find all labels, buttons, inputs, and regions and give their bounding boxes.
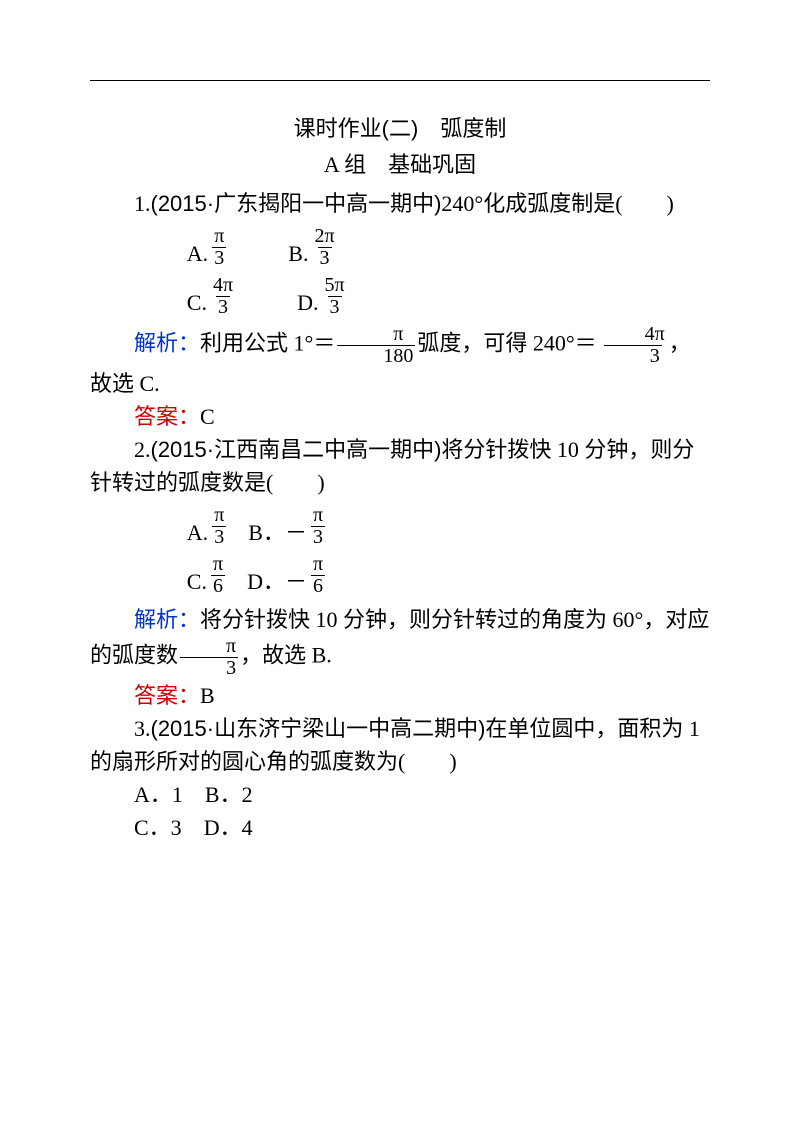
q1-options-row2: C. 4π 3 D. 5π 3	[187, 275, 710, 318]
q2-number: 2.	[134, 437, 151, 462]
fraction-icon: π180	[335, 324, 417, 367]
q1-source: (2015·广东揭阳一中高一期中)	[151, 191, 442, 216]
fraction-icon: π 3	[311, 505, 325, 548]
q2-stem: 2.(2015·江西南昌二中高一期中)将分针拨快 10 分钟，则分针转过的弧度数…	[90, 433, 710, 499]
analysis-label: 解析：	[134, 331, 200, 356]
q2-option-d: D．－ π 6	[247, 554, 327, 597]
q1-option-a: A. π 3	[187, 226, 229, 269]
fraction-icon: 4π 3	[211, 275, 235, 318]
answer-value: B	[200, 683, 215, 708]
q2-options-row1: A. π 3 B．－ π 3	[187, 505, 710, 548]
frac-num: π	[311, 505, 325, 526]
frac-num: π	[212, 226, 226, 247]
q1-option-b: B. 2π 3	[288, 226, 338, 269]
frac-num: π	[211, 554, 225, 575]
q3-option-a: A．1	[134, 782, 183, 807]
q2-option-c: C. π 6	[187, 554, 227, 597]
frac-den: 3	[180, 657, 238, 679]
q2-options-row2: C. π 6 D．－ π 6	[187, 554, 710, 597]
group-subtitle: A 组 基础巩固	[90, 147, 710, 179]
q3-option-c: C．3	[134, 815, 182, 840]
q3-option-d: D．4	[204, 815, 253, 840]
q1-analysis: 解析：利用公式 1°＝π180弧度，可得 240°＝4π3，故选 C.	[90, 324, 710, 400]
q2-option-a: A. π 3	[187, 505, 229, 548]
fraction-icon: π 6	[211, 554, 225, 597]
answer-value: C	[200, 404, 215, 429]
opt-label: A.	[187, 240, 208, 269]
frac-den: 3	[212, 247, 226, 269]
q2-option-b: B．－ π 3	[248, 505, 327, 548]
frac-den: 3	[328, 296, 342, 318]
q2-analysis: 解析：将分针拨快 10 分钟，则分针转过的角度为 60°，对应的弧度数π3，故选…	[90, 603, 710, 679]
frac-den: 6	[311, 575, 325, 597]
analysis-text: ，故选 B.	[240, 643, 332, 668]
frac-den: 180	[337, 345, 415, 367]
fraction-icon: π 3	[212, 505, 226, 548]
q2-source: (2015·江西南昌二中高一期中)	[151, 437, 442, 462]
q3-options-row1: A．1 B．2	[90, 778, 710, 811]
q3-source: (2015·山东济宁梁山一中高二期中)	[151, 716, 486, 741]
frac-den: 3	[311, 526, 325, 548]
q1-number: 1.	[134, 191, 151, 216]
analysis-label: 解析：	[134, 607, 200, 632]
frac-num: π	[212, 505, 226, 526]
opt-label: B．－	[248, 519, 307, 548]
fraction-icon: 5π 3	[322, 275, 346, 318]
analysis-text: 弧度，可得 240°＝	[417, 331, 596, 356]
opt-label: D．－	[247, 568, 307, 597]
frac-den: 3	[216, 296, 230, 318]
q2-answer: 答案：B	[90, 679, 710, 712]
q1-text: 240°化成弧度制是( )	[441, 191, 673, 216]
q3-option-b: B．2	[205, 782, 253, 807]
frac-den: 3	[318, 247, 332, 269]
answer-label: 答案：	[134, 404, 200, 429]
q1-stem: 1.(2015·广东揭阳一中高一期中)240°化成弧度制是( )	[90, 187, 710, 220]
fraction-icon: π 6	[311, 554, 325, 597]
opt-label: C.	[187, 289, 207, 318]
top-rule	[90, 80, 710, 81]
fraction-icon: π 3	[212, 226, 226, 269]
opt-label: C.	[187, 568, 207, 597]
frac-den: 3	[604, 345, 662, 367]
opt-label: A.	[187, 519, 208, 548]
analysis-text: 利用公式 1°＝	[200, 331, 335, 356]
frac-den: 6	[211, 575, 225, 597]
fraction-icon: 2π 3	[312, 226, 336, 269]
frac-num: 2π	[312, 226, 336, 247]
q3-stem: 3.(2015·山东济宁梁山一中高二期中)在单位圆中，面积为 1 的扇形所对的圆…	[90, 712, 710, 778]
q1-option-d: D. 5π 3	[297, 275, 349, 318]
frac-num: 4π	[599, 324, 667, 345]
q3-options-row2: C．3 D．4	[90, 811, 710, 844]
frac-den: 3	[212, 526, 226, 548]
answer-label: 答案：	[134, 683, 200, 708]
frac-num: π	[180, 636, 238, 657]
frac-num: π	[311, 554, 325, 575]
opt-label: D.	[297, 289, 318, 318]
opt-label: B.	[288, 240, 308, 269]
q1-options-row1: A. π 3 B. 2π 3	[187, 226, 710, 269]
frac-num: 5π	[322, 275, 346, 296]
fraction-icon: π3	[178, 636, 240, 679]
frac-num: π	[347, 324, 405, 345]
lesson-title: 课时作业(二) 弧度制	[90, 111, 710, 143]
frac-num: 4π	[211, 275, 235, 296]
q1-option-c: C. 4π 3	[187, 275, 237, 318]
page-content: 课时作业(二) 弧度制 A 组 基础巩固 1.(2015·广东揭阳一中高一期中)…	[0, 0, 800, 884]
fraction-icon: 4π3	[597, 324, 669, 367]
q3-number: 3.	[134, 716, 151, 741]
q1-answer: 答案：C	[90, 400, 710, 433]
